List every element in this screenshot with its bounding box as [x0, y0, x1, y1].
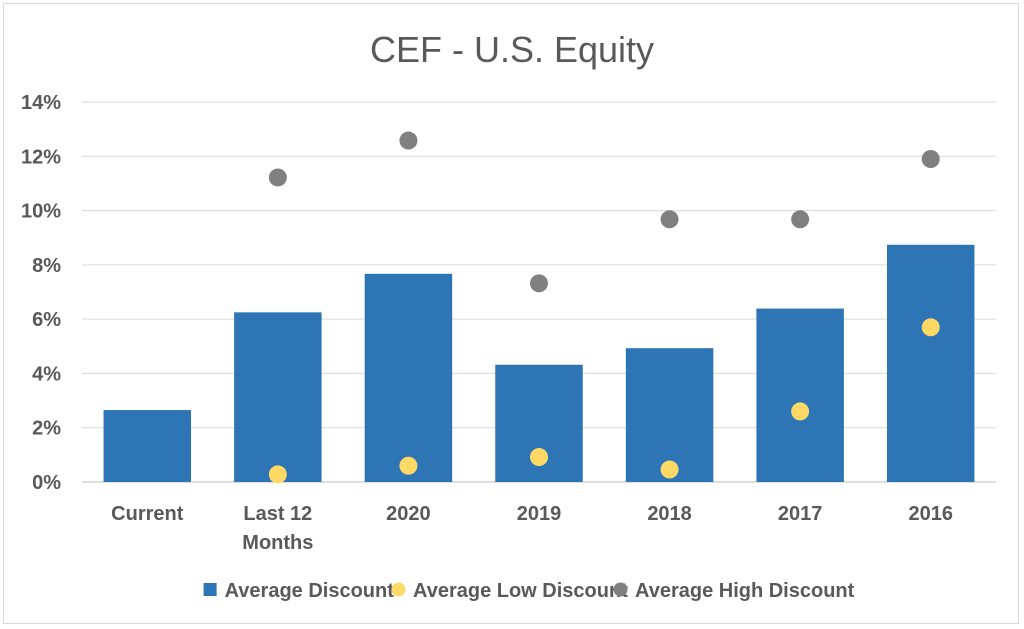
bar: [886, 244, 975, 482]
bar: [625, 348, 714, 482]
y-tick-label: 14%: [21, 92, 61, 114]
bar: [756, 308, 844, 482]
legend-swatch: [391, 582, 406, 597]
bar: [103, 410, 192, 482]
x-tick-label: 2019: [517, 503, 562, 525]
x-tick-label: Last 12 Months: [242, 503, 313, 554]
bar: [364, 273, 453, 482]
legend-swatch: [203, 583, 217, 596]
bars: [103, 244, 975, 482]
y-axis-ticks: 0% 2% 4% 6% 8% 10% 12% 14%: [21, 92, 61, 494]
data-point: [791, 402, 810, 421]
data-point: [921, 318, 940, 337]
data-point: [660, 210, 679, 229]
legend-label: Average Low Discount: [413, 580, 628, 602]
legend-label: Average High Discount: [635, 580, 855, 602]
x-tick-label: Current: [111, 503, 184, 525]
y-tick-label: 2%: [32, 418, 61, 440]
y-tick-label: 8%: [32, 255, 61, 277]
points: [268, 131, 940, 484]
y-tick-label: 4%: [32, 363, 61, 385]
y-tick-label: 12%: [21, 146, 61, 168]
data-point: [660, 460, 679, 479]
x-tick-label: 2016: [908, 503, 953, 525]
x-tick-label: 2018: [647, 503, 692, 525]
legend: Average Discount Average Low Discount Aver…: [203, 580, 855, 602]
chart-title: CEF - U.S. Equity: [370, 29, 654, 70]
data-point: [399, 131, 418, 150]
legend-swatch: [613, 582, 628, 597]
y-tick-label: 6%: [32, 309, 61, 331]
data-point: [791, 210, 810, 229]
data-point: [530, 274, 548, 293]
x-tick-label: 2020: [386, 503, 431, 525]
x-tick-label: 2017: [778, 503, 823, 525]
data-point: [268, 465, 287, 484]
data-point: [530, 448, 548, 467]
chart-frame: [3, 3, 1019, 624]
y-tick-label: 10%: [21, 201, 61, 223]
data-point: [921, 150, 940, 168]
data-point: [268, 168, 287, 187]
bar: [234, 312, 322, 482]
y-tick-label: 0%: [32, 472, 61, 494]
x-axis-ticks: Current Last 12 Months 2020 2019 2018 2017 2016: [111, 503, 953, 554]
legend-label: Average Discount: [225, 580, 395, 602]
data-point: [399, 456, 418, 475]
